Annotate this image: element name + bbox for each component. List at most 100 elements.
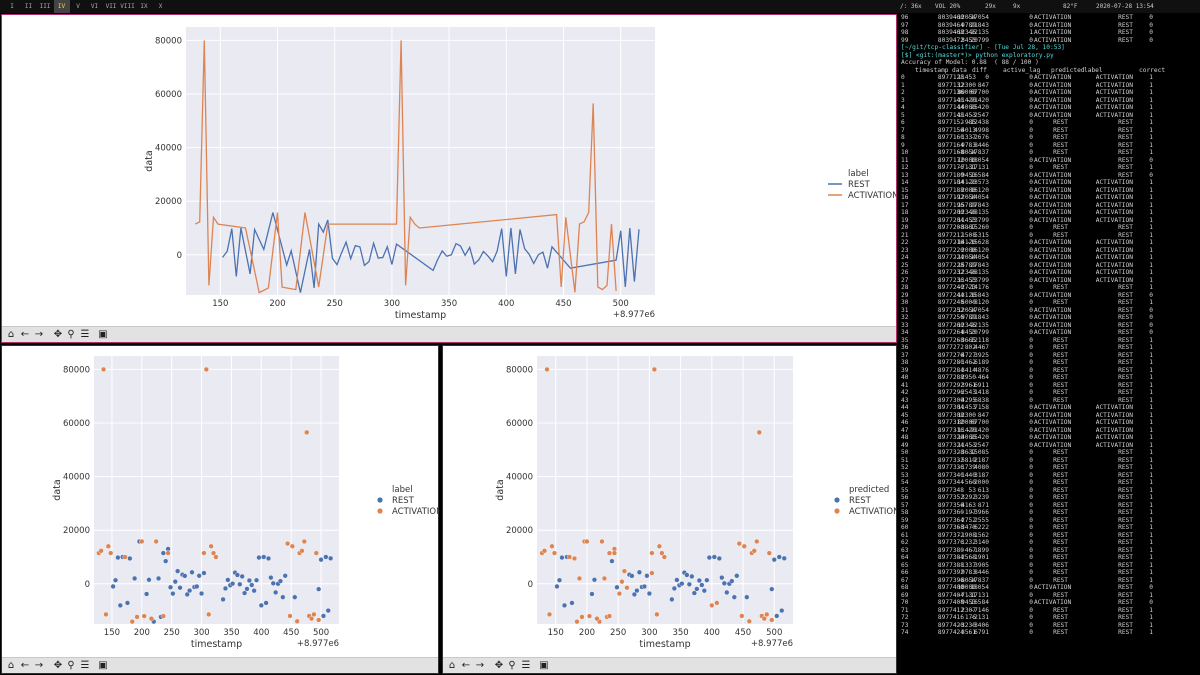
scatter-point xyxy=(201,550,207,556)
terminal-cell: ACTIVATION xyxy=(1034,186,1072,194)
terminal-cell: 21843 xyxy=(970,314,989,321)
terminal-row: 64 8977384 -2568 -1901 0 REST REST 1 xyxy=(901,554,1199,562)
terminal-row: 10 8977168 -8054 -17837 0 REST REST 1 xyxy=(901,149,1199,157)
terminal-cell: 0 xyxy=(1029,254,1033,261)
terminal-cell: 1 xyxy=(1149,344,1153,351)
terminal-cell: 0 xyxy=(1029,584,1033,591)
scatter-point xyxy=(251,588,257,594)
terminal-row: 13 8977180 9453 16584 0 ACTIVATION REST 0 xyxy=(901,172,1199,180)
terminal-cell: 8977308 xyxy=(937,411,964,419)
terminal-cell: 1 xyxy=(1149,576,1153,584)
terminal-cell: 66 xyxy=(901,569,909,576)
terminal-row: 39 8977284 3414 4876 0 REST REST 1 xyxy=(901,367,1199,375)
terminal-row: 57 8977356 4163 871 0 REST REST 1 xyxy=(901,502,1199,510)
x-tick-label: 450 xyxy=(555,299,571,309)
configure-icon[interactable]: ☰ xyxy=(521,660,531,671)
workspace-III[interactable]: III xyxy=(39,3,51,10)
terminal-cell: 0 xyxy=(1029,366,1033,374)
scatter-point xyxy=(282,573,288,579)
figure-window-bottom-right[interactable]: 150 200 250 300 350 400 450 500 0 20000 40000 60000… xyxy=(442,345,897,674)
terminal-cell: 0 xyxy=(1149,314,1153,321)
zoom-icon[interactable]: ⚲ xyxy=(508,660,516,671)
forward-arrow-icon[interactable]: → xyxy=(34,329,44,340)
terminal-cell: ACTIVATION xyxy=(1034,261,1072,269)
configure-icon[interactable]: ☰ xyxy=(80,329,90,340)
scatter-point xyxy=(289,543,295,549)
terminal-cell: 1 xyxy=(1149,449,1153,456)
workspace-IX[interactable]: IX xyxy=(140,3,148,10)
figure-window-top[interactable]: 150 200 250 300 350 400 450 500 0 20000 40000 60000… xyxy=(1,14,897,343)
terminal-cell: 18054 xyxy=(970,156,989,164)
scatter-point xyxy=(165,550,171,556)
workspace-VI[interactable]: VI xyxy=(90,3,99,10)
configure-icon[interactable]: ☰ xyxy=(80,660,90,671)
workspace-II[interactable]: II xyxy=(24,3,33,10)
back-arrow-icon[interactable]: ← xyxy=(20,329,30,340)
terminal-cell: ACTIVATION xyxy=(1034,89,1072,96)
terminal-cell: REST xyxy=(1118,591,1133,599)
status-item: VOL 20% xyxy=(935,3,961,10)
terminal-cell: 53 xyxy=(968,486,976,494)
save-icon[interactable]: ▣ xyxy=(98,329,108,340)
terminal-cell: REST xyxy=(1118,629,1133,636)
workspace-VIII[interactable]: VIII xyxy=(120,3,135,10)
x-tick-label: 200 xyxy=(134,628,150,638)
terminal-cell: ACTIVATION xyxy=(1095,111,1133,119)
home-icon[interactable]: ⌂ xyxy=(7,660,15,671)
terminal-cell: REST xyxy=(1118,359,1133,366)
pan-icon[interactable]: ✥ xyxy=(494,660,504,671)
pan-icon[interactable]: ✥ xyxy=(53,329,63,340)
workspace-IV[interactable]: IV xyxy=(53,0,70,13)
forward-arrow-icon[interactable]: → xyxy=(475,660,485,671)
pan-icon[interactable]: ✥ xyxy=(53,660,63,671)
terminal-cell: 44 xyxy=(901,404,909,411)
zoom-icon[interactable]: ⚲ xyxy=(67,329,75,340)
back-arrow-icon[interactable]: ← xyxy=(20,660,30,671)
terminal-row: 71 8977412 2307 -7146 0 REST REST 1 xyxy=(901,607,1199,615)
zoom-icon[interactable]: ⚲ xyxy=(67,660,75,671)
terminal-cell: REST xyxy=(1118,569,1133,576)
column-header: data xyxy=(952,66,967,74)
save-icon[interactable]: ▣ xyxy=(539,660,549,671)
terminal-cell: REST xyxy=(1118,621,1133,629)
scatter-point xyxy=(751,548,757,554)
terminal-cell: 0 xyxy=(1029,284,1033,291)
y-axis-label: data xyxy=(52,479,63,500)
workspace-X[interactable]: X xyxy=(158,3,163,10)
scatter-point xyxy=(105,543,111,549)
figure-window-bottom-left[interactable]: 150 200 250 300 350 400 450 500 0 20000 40000 60000… xyxy=(1,345,439,674)
terminal-cell: 0 xyxy=(1029,621,1033,629)
terminal-cell: 1232 xyxy=(961,539,976,546)
terminal-cell: 8039464 xyxy=(937,21,964,29)
terminal-cell: 8977316 xyxy=(937,426,964,434)
scatter-point xyxy=(160,550,166,556)
save-icon[interactable]: ▣ xyxy=(98,660,108,671)
terminal-cell: REST xyxy=(1118,149,1133,156)
workspace-V[interactable]: V xyxy=(76,3,80,10)
scatter-point xyxy=(172,579,178,585)
terminal-cell: 1 xyxy=(1149,284,1153,291)
scatter-point xyxy=(774,613,780,619)
terminal-cell: ACTIVATION xyxy=(1095,239,1133,246)
terminal-cell: 2 xyxy=(901,89,905,96)
x-tick-label: 250 xyxy=(164,628,180,638)
terminal-cell: 0 xyxy=(1029,531,1033,539)
terminal-cell: REST xyxy=(1118,389,1133,396)
workspace-I[interactable]: I xyxy=(10,3,14,10)
terminal-cell: 8977412 xyxy=(937,606,964,614)
forward-arrow-icon[interactable]: → xyxy=(34,660,44,671)
home-icon[interactable]: ⌂ xyxy=(448,660,456,671)
scatter-point xyxy=(624,585,630,591)
scatter-point xyxy=(155,575,162,582)
terminal-window[interactable]: 96 8039460 -12054 -17054 0 ACTIVATION REST 0 97 8… xyxy=(899,14,1200,675)
terminal-cell: REST xyxy=(1053,621,1068,629)
home-icon[interactable]: ⌂ xyxy=(7,329,15,340)
terminal-cell: 20799 xyxy=(970,329,989,336)
back-arrow-icon[interactable]: ← xyxy=(461,660,471,671)
terminal-cell: REST xyxy=(1053,359,1068,366)
workspace-VII[interactable]: VII xyxy=(105,3,117,10)
terminal-row: 45 8977308 12300 847 0 ACTIVATION ACTIVATION 1 xyxy=(901,412,1199,420)
terminal-row: 37 8977276 4727 3925 0 REST REST 1 xyxy=(901,352,1199,360)
terminal-cell: 5 xyxy=(901,111,905,119)
terminal-cell: 8977396 xyxy=(937,576,964,584)
